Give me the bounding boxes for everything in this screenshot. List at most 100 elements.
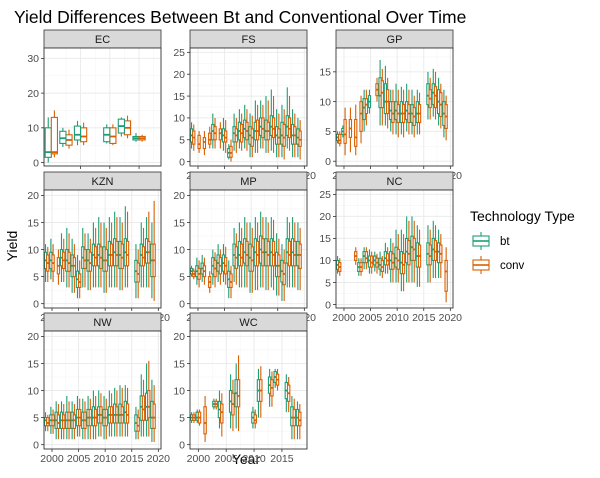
box-conv (218, 122, 223, 149)
y-tick-label: 0 (33, 439, 39, 451)
y-tick-label: 5 (179, 271, 185, 283)
y-tick-label: 0 (325, 299, 331, 311)
box-conv (433, 71, 438, 120)
box-conv (370, 251, 374, 274)
y-tick-label: 0 (325, 156, 331, 168)
y-tick-label: 10 (27, 385, 39, 397)
box-conv (250, 227, 254, 293)
y-tick-label: 20 (319, 211, 331, 223)
box-iqr (56, 414, 61, 429)
y-tick-label: 15 (27, 217, 39, 229)
y-tick-label: 0 (179, 298, 185, 310)
box-iqr (380, 80, 384, 109)
box-conv (407, 89, 411, 135)
box-conv (115, 217, 119, 288)
box-conv (354, 247, 358, 265)
box-iqr (396, 248, 400, 270)
box-conv (202, 257, 207, 285)
box-conv (239, 227, 244, 288)
box-conv (412, 220, 416, 283)
box-conv (412, 95, 416, 138)
box-iqr (359, 101, 363, 132)
box-conv (83, 401, 87, 440)
box-conv (266, 222, 270, 291)
box-conv (218, 249, 223, 285)
box-iqr (271, 240, 276, 267)
box-conv (192, 412, 196, 424)
box-bt (102, 222, 106, 293)
box-conv (104, 227, 108, 293)
box-iqr (197, 134, 201, 150)
legend-key-bt: bt (470, 230, 510, 252)
x-tick-label: 2000 (332, 312, 356, 324)
box-conv (439, 234, 443, 279)
box-iqr (202, 137, 207, 150)
box-conv (78, 398, 82, 437)
box-iqr (46, 417, 50, 427)
box-iqr (88, 251, 92, 272)
box-conv (428, 77, 432, 120)
y-tick-label: 5 (179, 412, 185, 424)
box-iqr (239, 243, 244, 267)
box-conv (115, 390, 119, 437)
y-tick-label: 10 (27, 244, 39, 256)
box-iqr (78, 273, 82, 288)
box-conv (245, 222, 249, 288)
box-iqr (80, 127, 88, 143)
box-conv (270, 371, 274, 407)
box-conv (88, 238, 92, 291)
y-tick-label: 0 (179, 439, 185, 451)
box-iqr (444, 259, 448, 292)
y-tick-label: 10 (27, 123, 39, 135)
y-tick-label: 5 (325, 277, 331, 289)
panel-border (189, 330, 308, 450)
box-iqr (152, 403, 156, 429)
box-conv (93, 227, 98, 288)
box-iqr (298, 243, 302, 270)
panel-strip-label: EC (95, 34, 110, 46)
box-conv (255, 104, 260, 153)
panel-strip-label: WC (239, 317, 257, 329)
chart-title: Yield Differences Between Bt and Convent… (14, 7, 466, 27)
box-conv (208, 126, 212, 149)
box-conv (72, 244, 77, 293)
box-conv (109, 222, 114, 288)
box-conv (375, 253, 379, 274)
box-conv (104, 398, 108, 440)
box-iqr (93, 246, 98, 267)
panel-ec: EC0102030200120032005 (27, 29, 162, 182)
box-bt (221, 244, 226, 283)
box-conv (120, 222, 124, 291)
box-conv (88, 398, 92, 440)
box-bt (405, 216, 409, 283)
x-tick-label: 2000 (40, 453, 64, 465)
box-iqr (136, 262, 140, 283)
box-conv (192, 268, 196, 280)
panel-border (189, 47, 308, 167)
box-bt (285, 217, 289, 288)
box-conv (338, 258, 342, 276)
box-iqr (433, 86, 438, 109)
panel-kzn: KZN0510152020002005201020152020 (27, 171, 170, 324)
box-conv (109, 393, 114, 437)
box-conv (213, 252, 217, 288)
panel-border (43, 47, 162, 167)
box-iqr (141, 395, 146, 421)
box-bt (431, 68, 435, 117)
panel-border (335, 47, 454, 167)
box-iqr (261, 117, 265, 139)
box-bt (367, 89, 372, 114)
panel-background (44, 48, 161, 166)
box-bt (59, 127, 67, 147)
box-conv (250, 115, 254, 158)
y-tick-label: 0 (33, 157, 39, 169)
box-conv (298, 404, 302, 440)
x-tick-label: 2010 (385, 312, 409, 324)
box-bt (103, 124, 111, 144)
panel-strip-label: GP (387, 34, 403, 46)
box-iqr (343, 118, 347, 144)
y-tick-label: 30 (27, 53, 39, 65)
box-conv (287, 222, 292, 288)
box-conv (354, 104, 358, 156)
